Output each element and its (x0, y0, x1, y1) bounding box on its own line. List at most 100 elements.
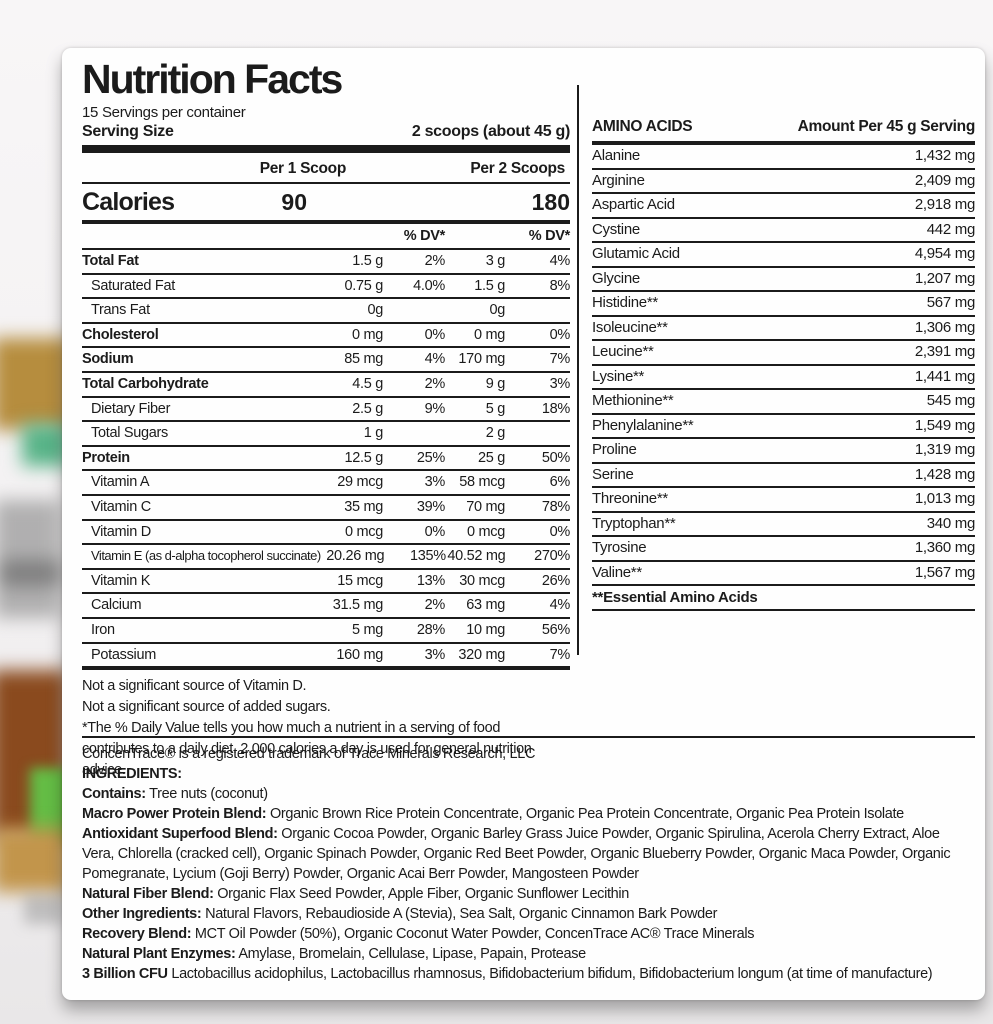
dv-per-scoop: 2% (424, 253, 446, 269)
dv-per-scoop: 4% (424, 351, 446, 368)
amount-per-scoop: 5 mg (351, 621, 383, 638)
amino-acid-row: Alanine 1,432 mg (592, 145, 975, 170)
nutrient-name: Sodium (82, 351, 134, 368)
nutrient-name: Calcium (91, 597, 142, 614)
amount-per-2-scoops: 0 mg (473, 326, 505, 343)
amino-acid-name: Isoleucine** (592, 318, 668, 336)
nutrient-row: Protein 12.5 g 25% 25 g 50% (82, 447, 570, 472)
amino-acid-name: Serine (592, 465, 634, 483)
nutrition-table-body: Total Fat 1.5 g 2% 3 g 4% Saturated Fat 0.75 g… (82, 250, 571, 671)
amino-acid-name: Aspartic Acid (592, 196, 675, 213)
dv-per-2-scoops: 7% (549, 351, 571, 368)
serving-size-label: Serving Size (82, 123, 174, 140)
amino-acid-amount: 1,360 mg (914, 539, 975, 556)
dv-per-scoop: 28% (416, 621, 445, 638)
nutrient-row: Vitamin D 0 mcg 0% 0 mcg 0% (82, 521, 570, 546)
amino-acid-amount: 1,567 mg (914, 563, 975, 581)
photo-smudge (24, 894, 64, 924)
amino-acid-name: Methionine** (592, 392, 674, 409)
amino-acids-header: AMINO ACIDS Amount Per 45 g Serving (592, 118, 975, 145)
spacer (82, 160, 258, 178)
nutrition-facts-panel: Nutrition Facts 15 Servings per containe… (82, 56, 570, 781)
amino-acid-row: Cystine 442 mg (592, 219, 976, 243)
nutrient-name: Vitamin A (91, 474, 150, 491)
footnote-line: *The % Daily Value tells you how much a … (82, 720, 532, 779)
amount-per-scoop: 1 g (363, 425, 384, 442)
amino-acid-amount: 2,391 mg (914, 343, 975, 360)
amount-per-2-scoops: 63 mg (466, 597, 505, 614)
serving-size-row: Serving Size 2 scoops (about 45 g) (82, 123, 570, 145)
amount-per-2-scoops: 0g (489, 302, 505, 319)
dv-per-scoop: 9% (424, 400, 446, 417)
dv-per-scoop: 2% (424, 375, 446, 392)
nutrient-name: Vitamin K (91, 572, 151, 589)
amount-per-2-scoops: 170 mg (458, 351, 505, 368)
nutrient-name: Vitamin E (as d-alpha tocopherol succina… (91, 548, 321, 564)
amount-per-scoop: 15 mcg (337, 572, 383, 589)
dv-per-2-scoops: 56% (541, 621, 570, 638)
dv-per-2-scoops: 7% (549, 646, 571, 663)
nutrient-name: Trans Fat (91, 302, 150, 319)
nutrient-row: Total Sugars 1 g 2 g (82, 422, 570, 447)
calories-per-2-scoops: 180 (531, 189, 570, 215)
amino-acid-name: Tryptophan** (592, 514, 676, 532)
photo-blurred-text (0, 560, 60, 586)
ingredient-line-label: 3 Billion CFU (82, 966, 168, 982)
amino-acid-amount: 1,428 mg (914, 465, 975, 483)
thick-divider-bar (82, 145, 570, 153)
amount-per-scoop: 1.5 g (352, 253, 383, 269)
amino-acid-row: Tryptophan** 340 mg (592, 513, 975, 537)
amino-acid-name: Phenylalanine** (592, 416, 694, 434)
ingredient-line-label: Contains: (82, 786, 146, 802)
amino-acid-row: Proline 1,319 mg (592, 439, 975, 464)
dv-per-scoop: 135% (409, 548, 446, 565)
product-photo-background (0, 0, 70, 1024)
ingredient-line: INGREDIENTS: (82, 764, 975, 784)
amino-acid-row: Glutamic Acid 4,954 mg (592, 243, 975, 268)
nutrient-name: Cholesterol (82, 326, 159, 343)
amino-acids-panel: AMINO ACIDS Amount Per 45 g Serving Alan… (592, 118, 975, 611)
ingredients-section: ConcenTrace® is a registered trademark o… (82, 744, 975, 984)
ingredient-line: Other Ingredients: Natural Flavors, Reba… (82, 906, 718, 922)
dv-per-2-scoops: 0% (549, 523, 571, 540)
amino-acid-name: Glycine (592, 269, 640, 287)
amount-per-2-scoops: 10 mg (466, 621, 505, 638)
amount-per-scoop: 12.5 g (344, 449, 383, 466)
amino-acid-row: Isoleucine** 1,306 mg (592, 317, 975, 341)
amino-acids-table-body: Alanine 1,432 mg Arginine 2,409 mg Aspartic … (592, 145, 975, 586)
amino-acid-row: Glycine 1,207 mg (592, 268, 975, 292)
dv-per-scoop: 2% (424, 597, 446, 614)
amino-acid-amount: 1,013 mg (914, 490, 975, 507)
dv-per-scoop: 3% (424, 646, 446, 663)
nutrient-row: Sodium 85 mg 4% 170 mg 7% (82, 348, 570, 373)
dv-per-scoop: 0% (424, 523, 446, 540)
amount-per-2-scoops: 2 g (485, 425, 506, 442)
footnotes: Not a significant source of Vitamin D. No… (82, 676, 570, 781)
amount-per-2-scoops: 40.52 mg (447, 548, 506, 565)
amount-per-2-scoops: 70 mg (466, 498, 505, 515)
amino-acid-name: Proline (592, 441, 637, 458)
amino-acid-amount: 2,918 mg (914, 196, 975, 213)
amino-acid-row: Histidine** 567 mg (592, 292, 975, 317)
ingredient-line-label: INGREDIENTS: (82, 766, 182, 782)
calories-label: Calories (82, 188, 175, 216)
ingredient-line: 3 Billion CFU Lactobacillus acidophilus,… (82, 966, 933, 982)
amino-acid-name: Histidine** (592, 294, 658, 311)
amino-acid-name: Arginine (592, 171, 645, 189)
amount-per-2-scoops: 1.5 g (474, 277, 505, 294)
photo-gold-band (0, 338, 70, 430)
amount-per-2-scoops: 25 g (477, 449, 505, 466)
ingredient-line-label: Recovery Blend: (82, 926, 192, 942)
amino-acid-row: Lysine** 1,441 mg (592, 366, 975, 390)
amino-acid-name: Cystine (592, 220, 640, 238)
dv-per-2-scoops: 0% (549, 326, 571, 343)
nutrient-row: Vitamin K 15 mcg 13% 30 mcg 26% (82, 570, 570, 595)
ingredient-line-label: Natural Fiber Blend: (82, 886, 214, 902)
amino-acid-amount: 1,549 mg (914, 416, 975, 434)
ingredient-line: Antioxidant Superfood Blend: Organic Coc… (82, 826, 951, 882)
amino-acid-amount: 1,319 mg (914, 441, 975, 458)
amount-per-scoop: 35 mg (344, 498, 383, 515)
nutrient-row: Cholesterol 0 mg 0% 0 mg 0% (82, 324, 570, 349)
amino-acid-amount: 442 mg (926, 220, 976, 238)
ingredient-line: Macro Power Protein Blend: Organic Brown… (82, 806, 904, 822)
